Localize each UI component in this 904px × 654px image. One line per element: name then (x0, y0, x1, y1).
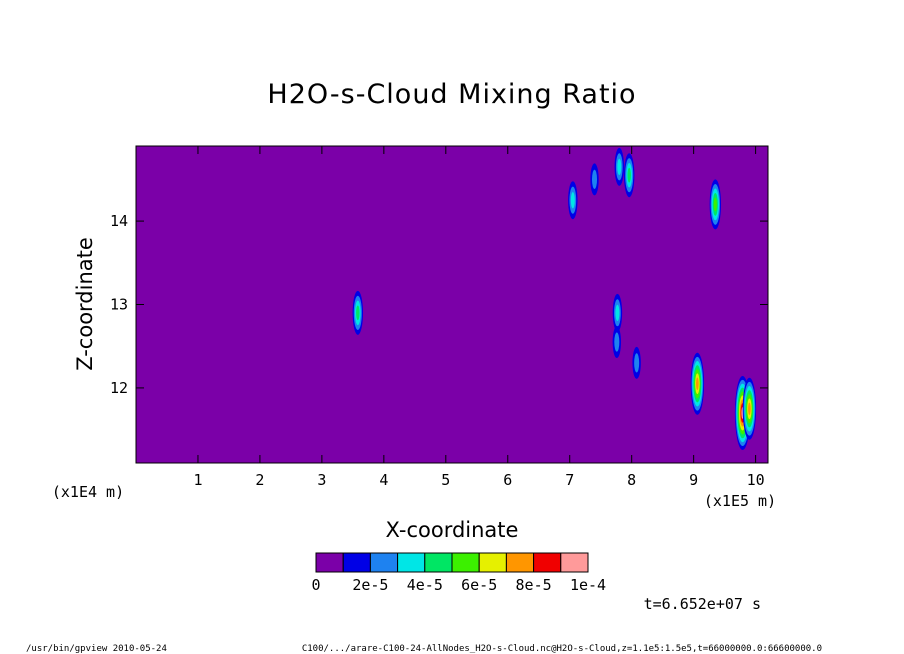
cloud-feature (612, 326, 622, 359)
x-axis-ticks: 1 2 3 4 5 6 7 8 9 10 (193, 146, 765, 489)
cloud-feature (568, 181, 578, 220)
cloud-feature (614, 147, 624, 186)
cloud-level-5 (713, 197, 717, 212)
x-axis-label: X-coordinate (386, 518, 519, 542)
x-tick-label: 4 (379, 471, 388, 489)
cloud-features (352, 147, 757, 450)
cloud-feature (632, 346, 641, 379)
colorbar-label: 4e-5 (407, 576, 443, 594)
colorbar-swatch (397, 552, 426, 573)
colorbar-swatch (315, 552, 344, 573)
cloud-level-4 (356, 305, 360, 321)
colorbar-swatch (560, 552, 589, 573)
cloud-feature (612, 293, 623, 332)
colorbar-swatch (342, 552, 371, 573)
colorbar-label: 0 (311, 576, 320, 594)
colorbar-swatch (478, 552, 507, 573)
colorbar-label: 8e-5 (516, 576, 552, 594)
x-tick-label: 8 (627, 471, 636, 489)
cloud-feature (352, 290, 364, 335)
cloud-feature (624, 153, 635, 198)
footer-right: C100/.../arare-C100-24-AllNodes_H2O-s-Cl… (302, 644, 822, 654)
cloud-level-3 (617, 158, 622, 175)
cloud-level-2 (591, 169, 598, 189)
cloud-level-2 (614, 332, 620, 352)
x-tick-label: 9 (689, 471, 698, 489)
x-tick-label: 10 (747, 471, 765, 489)
colorbar-label: 2e-5 (352, 576, 388, 594)
x-tick-label: 6 (503, 471, 512, 489)
cloud-feature (690, 352, 705, 415)
cloud-level-7 (696, 377, 699, 390)
colorbar (315, 552, 589, 573)
x-tick-label: 1 (193, 471, 202, 489)
colorbar-swatch (533, 552, 562, 573)
colorbar-label: 1e-4 (570, 576, 606, 594)
cloud-level-3 (615, 304, 620, 321)
y-tick-label: 12 (110, 379, 128, 397)
colorbar-label: 6e-5 (461, 576, 497, 594)
x-tick-label: 7 (565, 471, 574, 489)
plot-background (136, 146, 768, 463)
cloud-level-2 (634, 353, 640, 373)
chart-title: H2O-s-Cloud Mixing Ratio (267, 79, 636, 110)
y-tick-label: 14 (110, 212, 128, 230)
cloud-feature (742, 377, 757, 440)
colorbar-swatch (369, 552, 399, 573)
time-label: t=6.652e+07 s (644, 595, 761, 613)
x-tick-label: 3 (317, 471, 326, 489)
colorbar-swatch (451, 552, 480, 573)
y-tick-label: 13 (110, 296, 128, 314)
x-multiplier-label: (x1E5 m) (704, 492, 776, 510)
y-axis-label: Z-coordinate (73, 237, 97, 371)
cloud-level-3 (570, 192, 575, 209)
colorbar-swatch (424, 552, 453, 573)
cloud-feature (709, 179, 722, 230)
x-tick-label: 5 (441, 471, 450, 489)
cloud-level-7 (748, 402, 751, 415)
x-tick-label: 2 (255, 471, 264, 489)
cloud-feature (590, 163, 599, 196)
colorbar-labels: 0 2e-5 4e-5 6e-5 8e-5 1e-4 (311, 576, 606, 594)
y-axis-ticks: 12 13 14 (110, 212, 768, 397)
colorbar-swatch (505, 552, 535, 573)
footer-left: /usr/bin/gpview 2010-05-24 (26, 644, 167, 654)
cloud-level-4 (627, 167, 631, 183)
y-multiplier-label: (x1E4 m) (52, 483, 124, 501)
